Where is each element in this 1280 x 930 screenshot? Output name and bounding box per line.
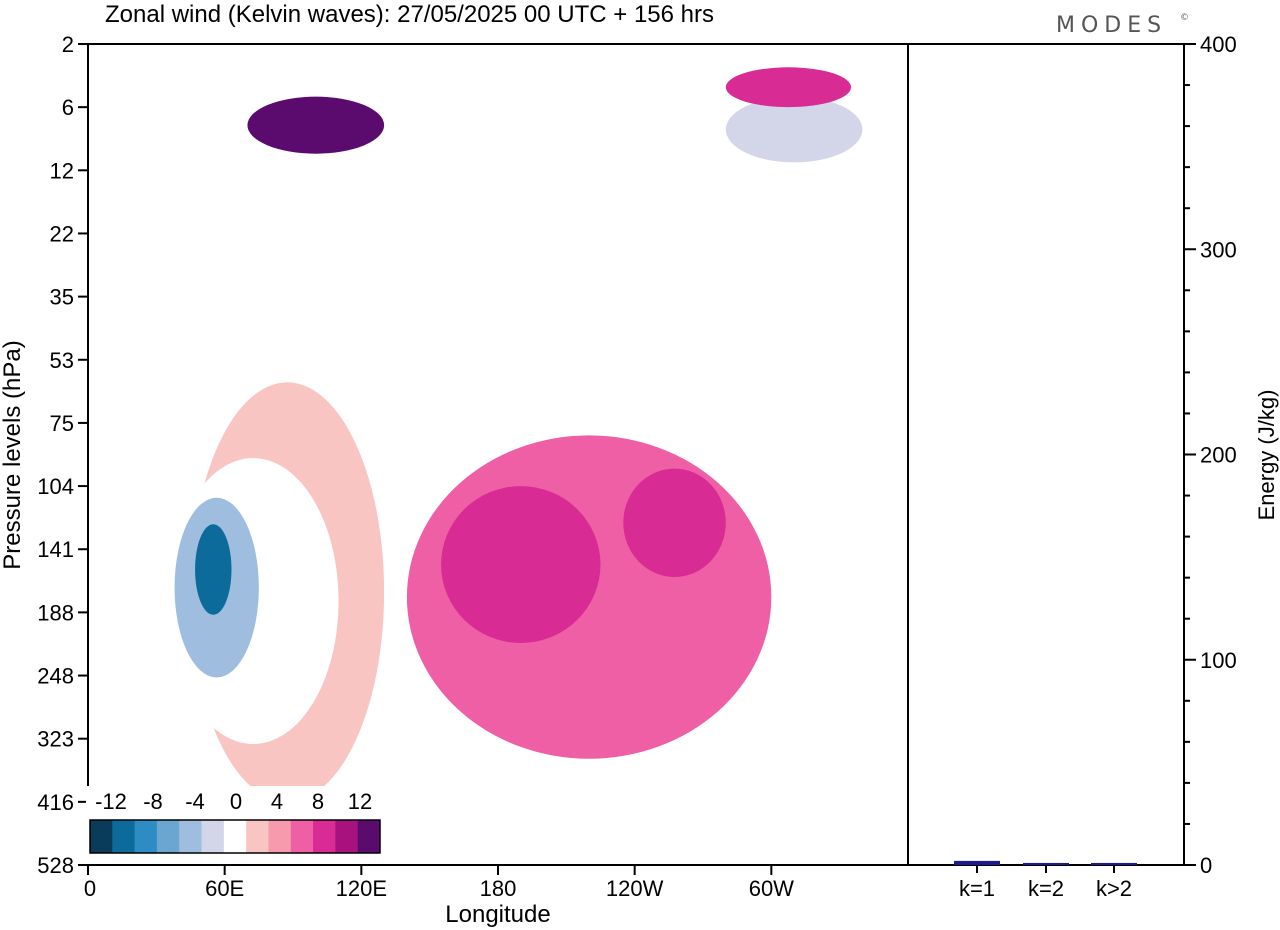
pressure-tick-label: 248 [37,664,74,689]
pressure-tick-label: 416 [37,790,74,815]
longitude-tick-label: 120W [606,876,664,901]
y-axis-label: Pressure levels (hPa) [0,340,26,569]
pressure-axis: 2 6 12 22 35 53 75 104 141 188 248 323 416 528 [37,32,88,878]
pressure-tick-label: 141 [37,537,74,562]
colorbar-tick-label: 12 [348,789,372,814]
anomaly-region-7 [441,486,601,643]
anomaly-region-8 [623,468,726,577]
modes-logo: MODES © [1056,13,1195,38]
colorbar-swatch [246,820,269,853]
pressure-tick-label: 323 [37,727,74,752]
energy-axis-label: Energy (J/kg) [1254,390,1279,521]
pressure-tick-label: 188 [37,600,74,625]
colorbar-tick-label: 8 [312,789,324,814]
pressure-tick-label: 6 [62,95,74,120]
colorbar: -12 -8 -4 0 4 8 12 [86,786,384,864]
pressure-tick-label: 2 [62,32,74,57]
anomaly-region-11 [725,96,863,163]
modes-logo-mark: © [1180,13,1195,23]
longitude-tick-label: 180 [480,876,517,901]
colorbar-frame [89,819,381,854]
colorbar-swatch [112,820,136,853]
energy-tick-label: 400 [1200,32,1237,57]
pressure-tick-label: 12 [50,158,74,183]
longitude-tick-label: 0 [84,876,96,901]
energy-tick-label: 300 [1200,237,1237,262]
anomaly-region-5 [99,447,180,563]
colorbar-swatch [313,820,336,853]
anomaly-region-12 [725,67,852,108]
colorbar-swatch [201,820,225,853]
longitude-tick-label: 60W [749,876,794,901]
pressure-tick-label: 35 [50,285,74,310]
colorbar-swatch [134,820,158,853]
longitude-tick-label: 120E [336,876,387,901]
colorbar-swatch [223,820,247,853]
energy-bar-1 [954,860,1000,865]
colorbar-tick-label: -12 [95,789,127,814]
heatmap-background [88,44,908,865]
colorbar-swatch [357,820,381,853]
pressure-tick-label: 75 [50,411,74,436]
colorbar-tick-label: -8 [143,789,163,814]
colorbar-tick-label: 4 [271,789,283,814]
pressure-tick-label: 53 [50,348,74,373]
energy-bar-3 [1091,862,1137,865]
energy-category-label: k=1 [959,876,995,901]
colorbar-swatch [156,820,180,853]
energy-tick-label: 200 [1200,443,1237,468]
energy-axis: 0 100 200 300 400 [1184,32,1237,878]
energy-bar-2 [1023,862,1069,865]
x-axis-label: Longitude [445,901,550,928]
modes-logo-text: MODES [1056,13,1167,38]
energy-panel-frame [907,43,1185,866]
colorbar-swatch [268,820,292,853]
colorbar-swatch [335,820,359,853]
longitude-tick-label: 60E [205,876,244,901]
colorbar-tick-label: -4 [185,789,205,814]
longitude-axis: 0 60E 120E 180 120W 60W [84,865,794,901]
energy-bars: k=1 k=2 k>2 [954,860,1137,901]
anomaly-region-10 [247,96,385,154]
anomaly-region-4 [195,524,232,615]
pressure-tick-label: 22 [50,221,74,246]
pressure-tick-label: 104 [37,474,74,499]
energy-tick-label: 0 [1200,853,1212,878]
energy-category-label: k=2 [1028,876,1064,901]
pressure-tick-label: 528 [37,853,74,878]
wind-anomaly-field [99,67,863,802]
energy-tick-label: 100 [1200,648,1237,673]
colorbar-tick-label: 0 [230,789,242,814]
energy-category-label: k>2 [1096,876,1132,901]
colorbar-swatch [90,820,113,853]
colorbar-swatch [290,820,314,853]
chart-title: Zonal wind (Kelvin waves): 27/05/2025 00… [105,1,714,28]
colorbar-swatch [179,820,203,853]
